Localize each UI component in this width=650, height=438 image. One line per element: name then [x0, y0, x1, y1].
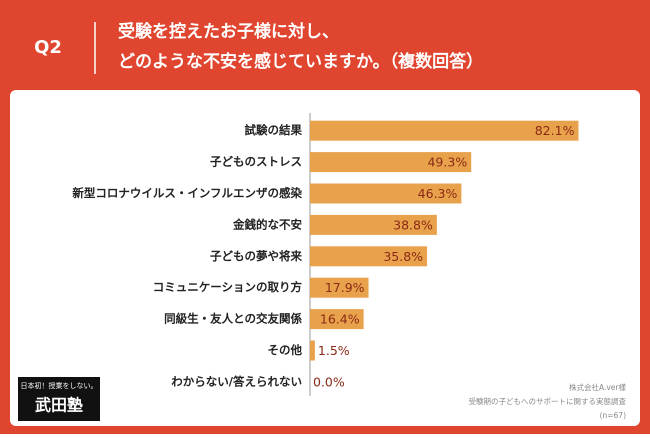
logo-box — [18, 377, 100, 421]
bar — [310, 214, 437, 235]
value-label: 17.9% — [325, 280, 365, 295]
category-label: その他 — [268, 343, 303, 357]
bar — [310, 246, 428, 267]
footnote: (n=67) — [600, 411, 627, 420]
category-label: 試験の結果 — [245, 123, 303, 137]
value-label: 16.4% — [320, 312, 360, 327]
category-label: 子どものストレス — [210, 155, 302, 169]
bar — [310, 340, 315, 361]
title-line: どのような不安を感じていますか。（複数回答） — [118, 51, 483, 72]
category-label: 同級生・友人との交友関係 — [164, 312, 302, 326]
category-label: 新型コロナウイルス・インフルエンザの感染 — [72, 186, 302, 200]
category-label: 金銭的な不安 — [232, 217, 302, 231]
logo-tagline: 日本初！授業をしない。 — [21, 381, 98, 390]
value-label: 38.8% — [393, 217, 433, 232]
category-label: 子どもの夢や将来 — [210, 249, 302, 263]
bar — [310, 152, 472, 173]
logo-name: 武田塾 — [35, 396, 83, 415]
title-line: 受験を控えたお子様に対し、 — [118, 21, 339, 42]
value-label: 46.3% — [418, 186, 458, 201]
question-label: Q2 — [34, 37, 62, 58]
value-label: 49.3% — [427, 155, 467, 170]
value-label: 0.0% — [313, 374, 345, 389]
category-label: わからない/答えられない — [171, 374, 302, 388]
footnote: 株式会社A.ver様 — [569, 382, 627, 392]
bar — [310, 183, 462, 204]
bar — [310, 309, 364, 330]
value-label: 1.5% — [318, 343, 350, 358]
value-label: 82.1% — [535, 123, 575, 138]
footnote: 受験期の子どもへのサポートに関する実態調査 — [469, 396, 627, 406]
value-label: 35.8% — [383, 249, 423, 264]
bar — [310, 277, 369, 298]
category-label: コミュニケーションの取り方 — [153, 280, 302, 294]
bar — [310, 120, 579, 141]
